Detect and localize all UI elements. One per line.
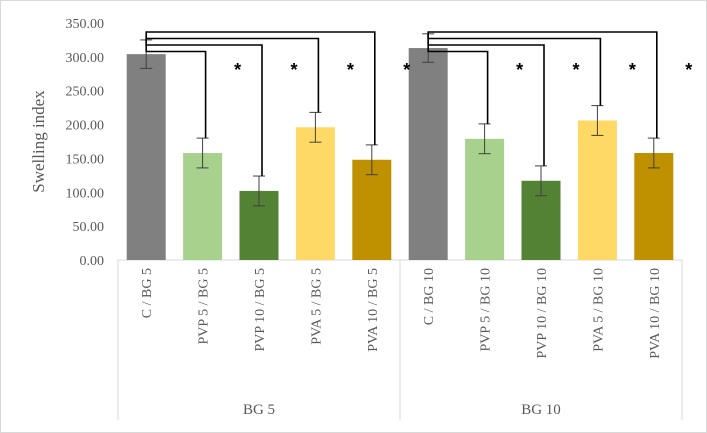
bar bbox=[577, 120, 617, 260]
category-label: PVA 5 / BG 10 bbox=[591, 268, 606, 352]
category-label: PVA 10 / BG 5 bbox=[366, 268, 381, 352]
bars-layer bbox=[126, 48, 674, 260]
group-label: BG 10 bbox=[521, 402, 561, 418]
significance-bracket bbox=[145, 39, 263, 177]
bar bbox=[295, 127, 335, 260]
y-tick-label: 150.00 bbox=[66, 152, 105, 167]
significance-star: * bbox=[347, 60, 354, 80]
y-tick-label: 200.00 bbox=[66, 119, 105, 134]
y-axis-title: Swelling index bbox=[29, 90, 48, 193]
significance-star: * bbox=[629, 60, 636, 80]
significance-star: * bbox=[290, 60, 297, 80]
significance-star: * bbox=[685, 60, 692, 80]
significance-bracket bbox=[427, 33, 545, 166]
y-tick-label: 350.00 bbox=[66, 17, 105, 32]
category-label: PVA 10 / BG 10 bbox=[648, 268, 663, 359]
significance-star: * bbox=[516, 60, 523, 80]
y-tick-label: 100.00 bbox=[66, 186, 105, 201]
bar bbox=[183, 153, 223, 260]
bar bbox=[126, 54, 166, 260]
category-label: PVA 5 / BG 5 bbox=[309, 268, 324, 345]
labels-layer: 0.00 50.00 100.00 150.00 200.00 250.00 300.00 3… bbox=[29, 17, 692, 418]
category-label: C / BG 10 bbox=[422, 268, 437, 325]
group-label: BG 5 bbox=[243, 402, 275, 418]
error-bars-layer bbox=[140, 33, 660, 207]
bar bbox=[408, 48, 448, 260]
bar bbox=[634, 153, 674, 260]
significance-star: * bbox=[403, 60, 410, 80]
bar bbox=[352, 159, 392, 260]
category-label: C / BG 5 bbox=[140, 268, 155, 318]
category-label: PVP 5 / BG 10 bbox=[479, 268, 494, 352]
category-label: PVP 10 / BG 5 bbox=[253, 268, 268, 352]
category-label: PVP 5 / BG 5 bbox=[197, 268, 212, 345]
significance-brackets-layer bbox=[145, 31, 658, 177]
y-tick-label: 50.00 bbox=[73, 220, 105, 235]
y-tick-label: 300.00 bbox=[66, 51, 105, 66]
bar bbox=[465, 138, 505, 260]
y-tick-label: 250.00 bbox=[66, 85, 105, 100]
significance-bracket bbox=[427, 31, 658, 139]
y-tick-label: 0.00 bbox=[80, 254, 105, 269]
category-label: PVP 10 / BG 10 bbox=[535, 268, 550, 359]
significance-star: * bbox=[572, 60, 579, 80]
significance-bracket bbox=[427, 33, 602, 106]
significance-star: * bbox=[234, 60, 241, 80]
significance-bracket bbox=[145, 31, 376, 145]
